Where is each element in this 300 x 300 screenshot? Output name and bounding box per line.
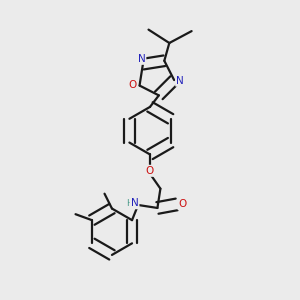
Text: O: O bbox=[129, 80, 137, 90]
Text: N: N bbox=[176, 76, 184, 86]
Text: H: H bbox=[126, 199, 133, 208]
Text: O: O bbox=[178, 200, 187, 209]
Text: N: N bbox=[138, 54, 145, 64]
Text: O: O bbox=[146, 166, 154, 176]
Text: N: N bbox=[131, 198, 138, 208]
